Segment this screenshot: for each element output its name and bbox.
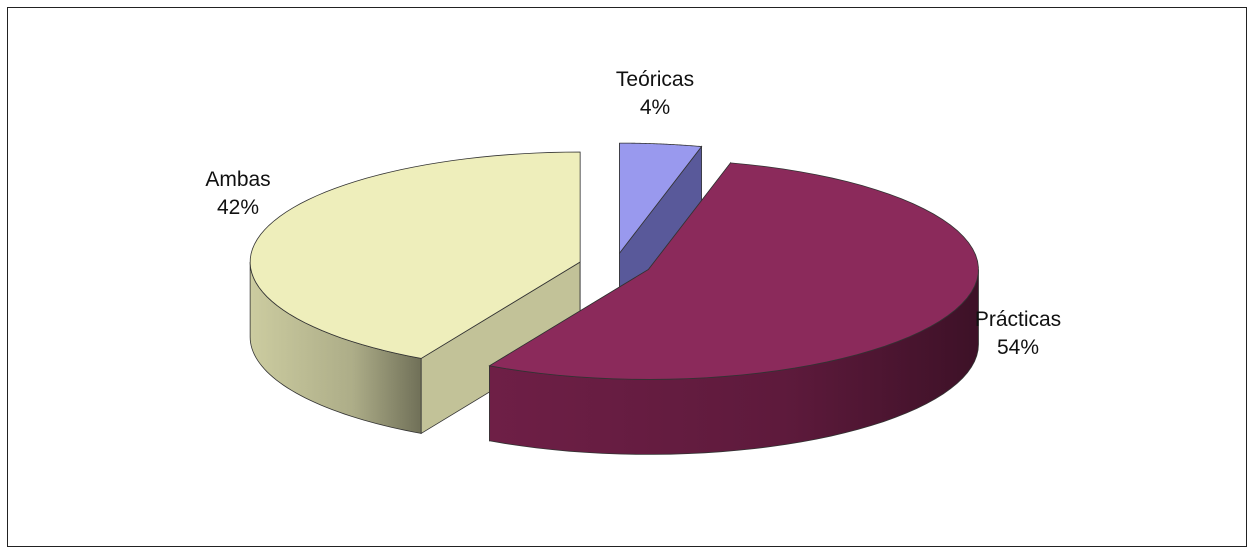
slice-top: [249, 151, 581, 359]
slice-top: [488, 162, 979, 380]
data-label-name: Prácticas: [975, 308, 1061, 331]
data-label-value: 54%: [997, 336, 1039, 359]
data-label-value: 4%: [640, 96, 670, 119]
slice-prácticas: [488, 161, 979, 455]
data-label-name: Teóricas: [616, 68, 694, 91]
data-label-value: 42%: [217, 196, 259, 219]
pie-chart: Teóricas 4% Prácticas 54% Ambas 42%: [205, 68, 1061, 455]
slice-top: [619, 142, 703, 255]
data-label-name: Ambas: [205, 168, 270, 191]
